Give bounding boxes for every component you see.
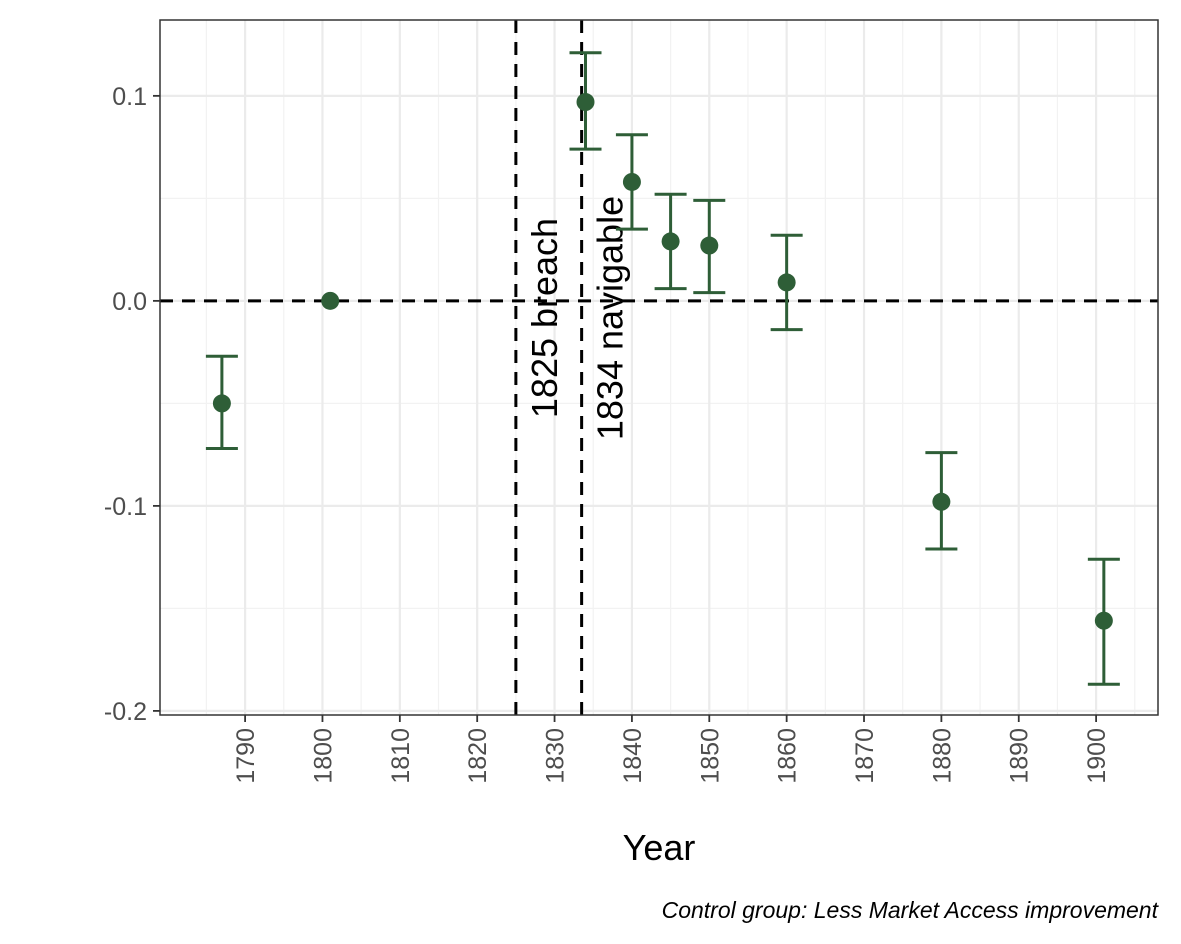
data-point [932, 492, 951, 511]
data-point [622, 172, 641, 191]
y-tick-label: -0.1 [104, 493, 147, 521]
x-tick-label: 1880 [928, 728, 956, 784]
axis-layer: 0.1 0.0 -0.1 -0.2 1790 1800 1810 1820 1830 1840 18… [104, 83, 1111, 784]
chart-caption: Control group: Less Market Access improv… [662, 897, 1160, 923]
data-layer [205, 51, 1120, 686]
vertical-reference-label: 1834 navigable [590, 196, 631, 440]
x-tick-label: 1830 [542, 728, 570, 784]
y-tick-label: 0.1 [112, 83, 147, 111]
data-point [777, 273, 796, 292]
data-point [700, 236, 719, 255]
data-point [1094, 611, 1113, 630]
x-tick-label: 1890 [1006, 728, 1034, 784]
data-point [661, 232, 680, 251]
x-tick-label: 1870 [851, 728, 879, 784]
x-tick-label: 1860 [774, 728, 802, 784]
y-tick-label: 0.0 [112, 288, 147, 316]
x-tick-label: 1790 [232, 728, 260, 784]
data-point [321, 291, 340, 310]
x-tick-label: 1850 [696, 728, 724, 784]
panel-border [159, 19, 1159, 716]
data-point [576, 93, 595, 112]
vertical-reference-label: 1825 breach [524, 218, 565, 418]
reference-lines: 1825 breach 1834 navigable [160, 20, 1158, 715]
x-tick-label: 1800 [309, 728, 337, 784]
x-axis-title: Year [623, 827, 696, 868]
y-tick-label: -0.2 [104, 698, 147, 726]
data-point [212, 394, 231, 413]
x-tick-label: 1900 [1083, 728, 1111, 784]
x-tick-label: 1820 [464, 728, 492, 784]
x-tick-label: 1840 [619, 728, 647, 784]
x-tick-label: 1810 [387, 728, 415, 784]
grid-layer [160, 20, 1158, 715]
